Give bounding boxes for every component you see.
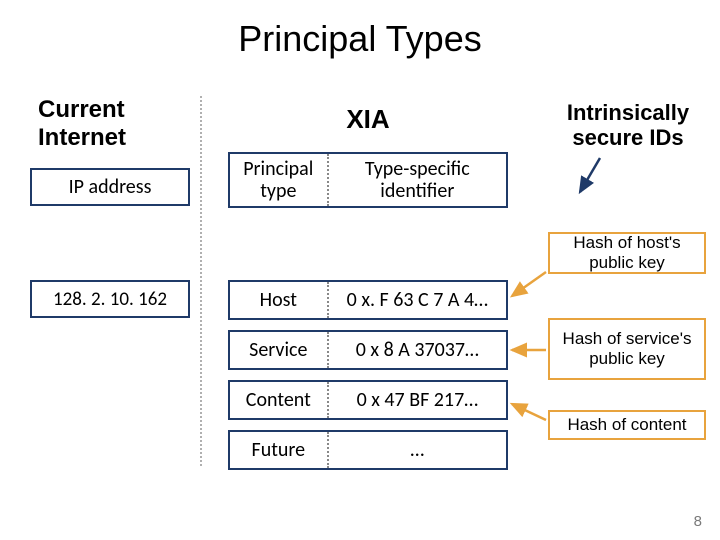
annotation-service-hash: Hash of service's public key [548,318,706,380]
xia-header-row: Principal type Type-specific identifier [228,152,508,208]
page-title: Principal Types [0,18,720,60]
xia-row-type: Host [230,282,329,318]
ip-address-label-box: IP address [30,168,190,206]
xia-row-future: Future … [228,430,508,470]
column-separator [200,96,202,466]
xia-row-type: Content [230,382,329,418]
xia-header-type: Principal type [230,154,329,206]
page-number: 8 [694,513,702,530]
xia-row-host: Host 0 x. F 63 C 7 A 4… [228,280,508,320]
annotation-content-hash: Hash of content [548,410,706,440]
xia-header-id: Type-specific identifier [329,154,506,206]
ip-address-example-box: 128. 2. 10. 162 [30,280,190,318]
xia-row-id: 0 x 8 A 37037… [329,332,506,368]
xia-row-content: Content 0 x 47 BF 217… [228,380,508,420]
annotation-host-hash: Hash of host's public key [548,232,706,274]
xia-row-id: … [329,432,506,468]
center-column-header: XIA [228,104,508,135]
xia-row-type: Service [230,332,329,368]
xia-row-id: 0 x. F 63 C 7 A 4… [329,282,506,318]
xia-row-type: Future [230,432,329,468]
xia-row-id: 0 x 47 BF 217… [329,382,506,418]
left-column-header: Current Internet [38,96,178,151]
xia-row-service: Service 0 x 8 A 37037… [228,330,508,370]
right-column-header: Intrinsically secure IDs [548,100,708,151]
